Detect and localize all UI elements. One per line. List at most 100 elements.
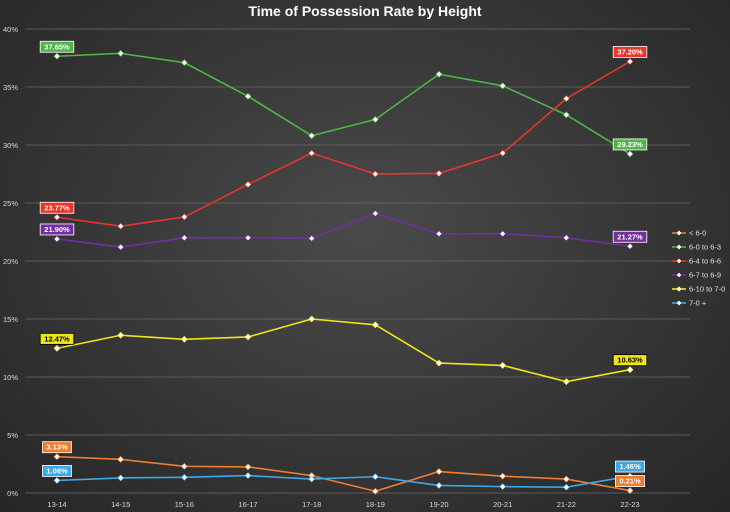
data-label-text: 1.08% [46,466,68,475]
x-tick-label: 13-14 [47,500,66,509]
data-point [499,82,507,90]
data-point [435,169,443,177]
data-label-box [39,40,75,53]
data-label-box [39,332,75,345]
data-label: 21.90% [39,223,75,236]
data-point [562,111,570,119]
data-point [180,59,188,67]
x-tick-label: 19-20 [429,500,448,509]
legend-label: < 6-0 [689,229,706,238]
data-point [562,483,570,491]
data-point [499,472,507,480]
data-point [562,95,570,103]
data-point [117,474,125,482]
legend-item: 6-4 to 6-6 [672,257,721,266]
x-tick-label: 17-18 [302,500,321,509]
data-point [562,378,570,386]
data-label-text: 29.23% [617,140,643,149]
data-point [499,230,507,238]
legend-item: 7-0 + [672,299,707,308]
data-label-box [612,230,648,243]
data-point [626,150,634,158]
data-point [53,344,61,352]
data-label-box [42,465,72,477]
legend-swatch-marker [676,258,682,264]
legend-item: 6-0 to 6-3 [672,243,721,252]
y-tick-label: 5% [7,431,18,440]
legend-item: 6-7 to 6-9 [672,271,721,280]
data-point [626,366,634,374]
data-point [371,321,379,329]
data-point [435,230,443,238]
x-tick-label: 22-23 [620,500,639,509]
data-point [435,482,443,489]
data-point [626,58,634,65]
data-point [53,213,61,221]
x-tick-label: 21-22 [557,500,576,509]
data-label: 37.65% [39,40,75,53]
data-label-text: 12.47% [44,334,70,343]
data-label: 10.63% [612,354,648,367]
data-label: 12.47% [39,332,75,345]
y-tick-label: 25% [3,199,18,208]
data-point [308,149,316,157]
series-line-6-10-to-7-0 [56,318,631,383]
x-tick-label: 20-21 [493,500,512,509]
series-line-7-0 [56,474,631,489]
data-point [180,473,188,481]
data-point [435,70,443,78]
data-point [244,463,252,471]
x-tick-label: 15-16 [175,500,194,509]
data-point [499,361,507,369]
y-axis: 0% 5% 10% 15% 20% 25% 30% 35% 40% [3,25,18,498]
data-point [371,487,379,495]
data-point [371,170,379,178]
data-point [117,331,125,339]
data-point [180,462,188,470]
y-tick-label: 10% [3,373,18,382]
data-point [53,477,61,484]
gridlines [25,28,690,494]
y-tick-label: 0% [7,489,18,498]
data-point [308,132,316,140]
legend-item: < 6-0 [672,229,706,238]
data-label: 29.23% [612,138,648,151]
data-label-box [39,223,75,236]
data-point [117,222,125,230]
legend: < 6-0 6-0 to 6-3 6-4 to 6-6 6-7 to 6-9 6-10 … [672,229,725,308]
data-labels: 37.65% 29.23% 23.77% 37.20% 21.90% 21.27% 12.4… [39,40,648,487]
legend-label: 6-7 to 6-9 [689,271,721,280]
y-tick-label: 15% [3,315,18,324]
data-label: 23.77% [39,201,75,214]
data-point [244,92,252,100]
data-point [562,475,570,483]
data-label-box [615,460,645,473]
data-point [371,473,379,481]
data-label: 0.21% [615,475,645,487]
data-label-text: 1.46% [619,462,641,471]
data-label: 1.08% [42,465,72,477]
data-label-text: 23.77% [44,203,70,212]
data-point [244,234,252,242]
data-point [180,213,188,221]
data-label-text: 3.13% [46,443,68,452]
data-label: 1.46% [615,460,645,473]
data-point [371,116,379,123]
legend-swatch-marker [676,286,682,292]
legend-label: 7-0 + [689,299,707,308]
x-axis: 13-14 14-15 15-16 16-17 17-18 18-19 19-20 20-21… [47,500,639,509]
data-label-box [612,354,648,367]
legend-label: 6-0 to 6-3 [689,243,721,252]
data-point [435,359,443,367]
data-label-text: 21.90% [44,225,70,234]
data-label-text: 10.63% [617,356,643,365]
x-tick-label: 18-19 [366,500,385,509]
data-point [244,181,252,188]
data-point [435,468,443,475]
data-point [244,333,252,341]
data-point [180,234,188,242]
data-label: 21.27% [612,230,648,243]
data-point [180,335,188,343]
series-markers [53,49,634,495]
data-label: 3.13% [42,441,72,454]
